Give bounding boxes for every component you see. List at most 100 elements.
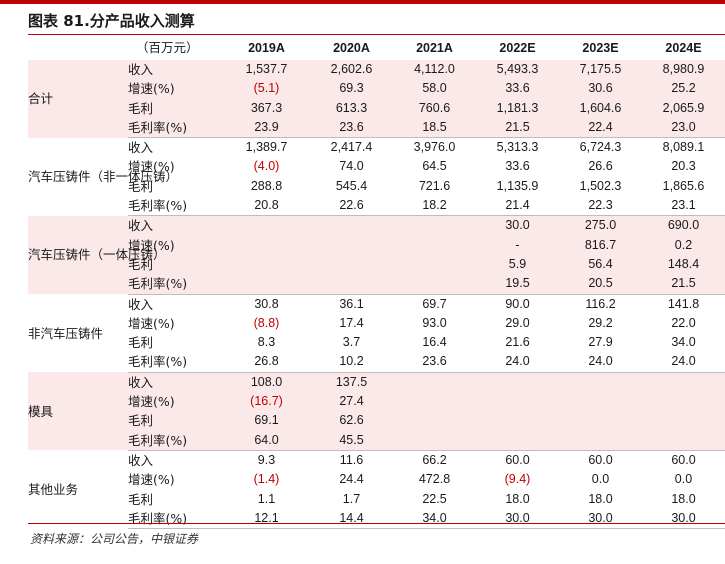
metric-label: 收入 [128, 372, 223, 393]
table-cell: (9.4) [504, 472, 531, 487]
table-cell: 14.4 [310, 508, 393, 530]
table-cell [393, 254, 476, 275]
table-row: 毛利 8.3 3.7 16.4 21.6 27.9 34.0 [28, 333, 725, 352]
table-row: 增速(%) (1.4) 24.4 472.8 (9.4) 0.0 0.0 [28, 470, 725, 489]
table-cell: 22.4 [559, 117, 642, 139]
metric-label: 增速(%) [128, 159, 175, 175]
table-row: 增速(%) (5.1) 69.3 58.0 33.6 30.6 25.2 [28, 79, 725, 99]
table-cell: 1,537.7 [223, 60, 310, 80]
table-cell: 23.0 [642, 117, 725, 139]
table-cell [393, 235, 476, 255]
table-cell: 21.5 [642, 274, 725, 295]
header-blank [28, 36, 128, 60]
segment-label: 合计 [28, 60, 128, 138]
table-cell: 0.2 [642, 235, 725, 255]
table-cell: 30.0 [476, 215, 559, 236]
table-cell: 27.4 [310, 392, 393, 412]
segment-label: 模具 [28, 372, 128, 451]
table-row: 汽车压铸件（非一体压铸） 收入 1,389.7 2,417.4 3,976.0 5,313… [28, 138, 725, 184]
table-cell: 816.7 [559, 235, 642, 255]
table-cell: 116.2 [585, 296, 616, 311]
table-cell: 8.3 [257, 335, 276, 350]
table-cell: 10.2 [310, 352, 393, 373]
segment-label: 汽车压铸件（一体压铸） [28, 215, 166, 295]
table-cell [223, 254, 310, 275]
table-cell [393, 392, 476, 412]
table-row: 毛利率(%) 20.8 22.6 18.2 21.4 22.3 23.1 [28, 196, 725, 217]
table-cell [393, 274, 476, 295]
table-cell: 16.4 [422, 335, 447, 350]
table-cell [310, 215, 393, 236]
metric-label: 增速(%) [128, 79, 223, 99]
metric-label: 增速(%) [128, 315, 175, 331]
table-row: 汽车压铸件（一体压铸） 收入 30.0 275.0 690.0 [28, 215, 725, 295]
table-cell: 2,065.9 [642, 98, 725, 118]
table-cell: 27.9 [588, 335, 613, 350]
table-cell: 60.0 [671, 452, 696, 467]
table-cell: 613.3 [310, 98, 393, 118]
table-cell: 18.0 [671, 491, 696, 506]
table-cell: 22.5 [422, 491, 447, 506]
table-cell: 18.2 [393, 196, 476, 217]
table-cell [642, 411, 725, 431]
table-cell: 33.6 [476, 79, 559, 99]
table-cell: 23.1 [642, 196, 725, 217]
table-cell: 1,865.6 [662, 178, 705, 193]
metric-label: 毛利 [128, 491, 154, 507]
table-cell: 472.8 [418, 472, 451, 487]
table-cell: 5.9 [476, 254, 559, 275]
table-cell: 90.0 [505, 296, 530, 311]
table-cell: 1.1 [257, 491, 276, 506]
table-row: 非汽车压铸件 收入 30.8 36.1 69.7 90.0 116.2 141.8 [28, 294, 725, 341]
table-cell: (8.8) [253, 315, 280, 330]
table-cell: 24.4 [339, 472, 364, 487]
table-cell: 34.0 [393, 508, 476, 530]
table-cell [393, 411, 476, 431]
table-cell: (4.0) [253, 159, 280, 174]
metric-label: 收入 [128, 296, 154, 312]
table-cell: 11.6 [339, 452, 364, 467]
segment-label: 非汽车压铸件 [28, 325, 104, 341]
table-cell [476, 430, 559, 451]
table-cell: 18.0 [588, 491, 613, 506]
metric-label: 毛利率(%) [128, 274, 223, 295]
title-divider [28, 34, 725, 35]
table-cell: 9.3 [257, 452, 276, 467]
table-cell: 74.0 [339, 159, 364, 174]
metric-label: 毛利 [128, 178, 154, 194]
table-cell: 69.1 [223, 411, 310, 431]
table-cell: 7,175.5 [559, 60, 642, 80]
table-cell: 23.9 [223, 117, 310, 139]
table-row: 毛利率(%) 23.9 23.6 18.5 21.5 22.4 23.0 [28, 117, 725, 139]
unit-label: （百万元） [136, 40, 199, 55]
segment-label: 汽车压铸件（非一体压铸） [28, 169, 179, 185]
table-cell: 21.6 [505, 335, 530, 350]
table-cell: 1,135.9 [496, 178, 539, 193]
table-cell: 141.8 [667, 296, 700, 311]
table-cell: 20.8 [223, 196, 310, 217]
top-accent-bar [0, 0, 725, 4]
table-cell: 2,602.6 [310, 60, 393, 80]
metric-label: 收入 [128, 215, 223, 236]
table-row: 模具 收入 108.0 137.5 [28, 372, 725, 451]
table-cell: 17.4 [339, 315, 364, 330]
metric-label: 毛利 [128, 335, 154, 351]
table-cell: 30.8 [254, 296, 279, 311]
table-cell [642, 392, 725, 412]
header-row: （百万元） 2019A 2020A 2021A 2022E 2023E 2024… [28, 36, 725, 60]
table-cell: 64.5 [422, 159, 447, 174]
table-cell: 0.0 [674, 472, 693, 487]
table-cell: 21.4 [476, 196, 559, 217]
bottom-divider [28, 523, 725, 524]
table-cell: 30.6 [559, 79, 642, 99]
year-header: 2019A [248, 41, 285, 55]
table-cell: 24.0 [476, 352, 559, 373]
metric-label: 毛利 [128, 411, 223, 431]
table-cell: 108.0 [223, 372, 310, 393]
year-header: 2023E [582, 41, 619, 55]
table-cell: (16.7) [223, 392, 310, 412]
table-cell: 1,181.3 [476, 98, 559, 118]
table-cell: 34.0 [671, 335, 696, 350]
table-cell: 22.0 [671, 315, 696, 330]
table-cell: 8,980.9 [642, 60, 725, 80]
